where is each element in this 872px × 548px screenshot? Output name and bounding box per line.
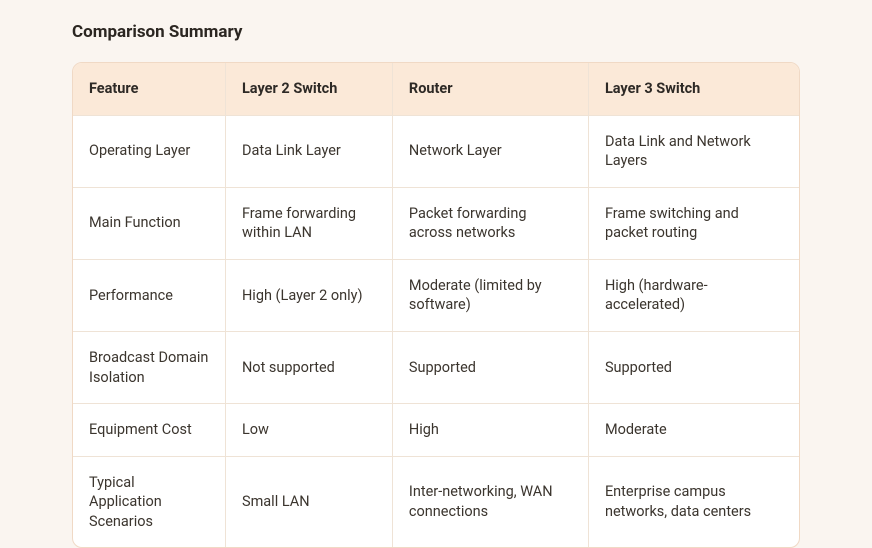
cell: Main Function — [73, 187, 225, 259]
cell: Operating Layer — [73, 115, 225, 187]
cell: Not supported — [225, 331, 392, 403]
cell: High (hardware-accelerated) — [588, 259, 799, 331]
page-title: Comparison Summary — [72, 22, 800, 42]
cell: Data Link and Network Layers — [588, 115, 799, 187]
table-row: Equipment Cost Low High Moderate — [73, 404, 799, 457]
table-row: Broadcast Domain Isolation Not supported… — [73, 331, 799, 403]
cell: Broadcast Domain Isolation — [73, 331, 225, 403]
col-feature: Feature — [73, 63, 225, 115]
cell: Data Link Layer — [225, 115, 392, 187]
cell: Network Layer — [392, 115, 588, 187]
cell: Moderate — [588, 404, 799, 457]
cell: Packet forwarding across networks — [392, 187, 588, 259]
cell: Small LAN — [225, 456, 392, 547]
cell: Frame forwarding within LAN — [225, 187, 392, 259]
comparison-table-container: Feature Layer 2 Switch Router Layer 3 Sw… — [72, 62, 800, 548]
cell: Supported — [392, 331, 588, 403]
cell: Moderate (limited by software) — [392, 259, 588, 331]
cell: Typical Application Scenarios — [73, 456, 225, 547]
col-layer3: Layer 3 Switch — [588, 63, 799, 115]
col-router: Router — [392, 63, 588, 115]
cell: Inter-networking, WAN connections — [392, 456, 588, 547]
table-row: Operating Layer Data Link Layer Network … — [73, 115, 799, 187]
table-row: Main Function Frame forwarding within LA… — [73, 187, 799, 259]
table-row: Typical Application Scenarios Small LAN … — [73, 456, 799, 547]
cell: Low — [225, 404, 392, 457]
cell: Enterprise campus networks, data centers — [588, 456, 799, 547]
col-layer2: Layer 2 Switch — [225, 63, 392, 115]
cell: Supported — [588, 331, 799, 403]
cell: High — [392, 404, 588, 457]
cell: Frame switching and packet routing — [588, 187, 799, 259]
cell: High (Layer 2 only) — [225, 259, 392, 331]
comparison-table: Feature Layer 2 Switch Router Layer 3 Sw… — [73, 63, 799, 547]
table-header-row: Feature Layer 2 Switch Router Layer 3 Sw… — [73, 63, 799, 115]
cell: Performance — [73, 259, 225, 331]
cell: Equipment Cost — [73, 404, 225, 457]
table-row: Performance High (Layer 2 only) Moderate… — [73, 259, 799, 331]
